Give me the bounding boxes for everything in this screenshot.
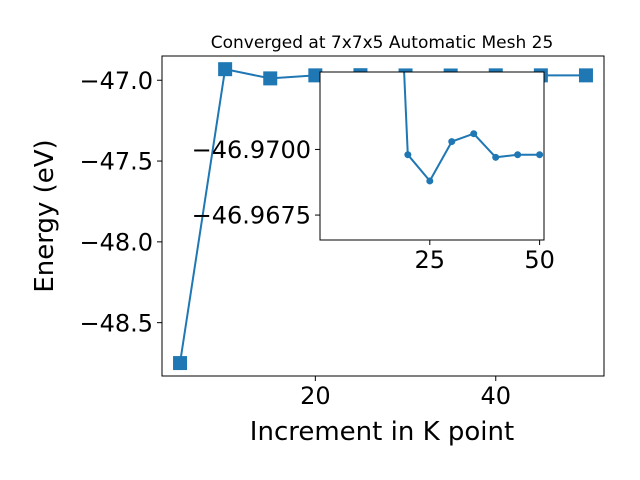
main-x-ticks: 20 40 xyxy=(300,376,511,410)
chart-title: Converged at 7x7x5 Automatic Mesh 25 xyxy=(211,33,554,53)
main-y-ticks: −47.0 −47.5 −48.0 −48.5 xyxy=(79,67,162,337)
main-data-point xyxy=(308,68,323,83)
main-y-tick-label: −48.0 xyxy=(79,228,153,256)
x-axis-label: Increment in K point xyxy=(250,417,514,447)
inset-y-tick-label: −46.9675 xyxy=(192,202,311,230)
inset-x-tick-label: 25 xyxy=(415,246,446,274)
main-x-tick-label: 20 xyxy=(300,382,331,410)
main-plot-frame xyxy=(161,55,605,377)
inset-data-point xyxy=(492,153,500,161)
main-y-tick-label: −48.5 xyxy=(79,309,153,337)
inset-data-point xyxy=(470,130,478,138)
inset-series-markers xyxy=(404,130,544,185)
inset-data-point xyxy=(448,138,456,146)
inset-y-tick-label: −46.9700 xyxy=(192,136,311,164)
y-axis-label: Energy (eV) xyxy=(30,139,60,292)
main-y-tick-label: −47.5 xyxy=(79,148,153,176)
main-y-tick-label: −47.0 xyxy=(79,67,153,95)
inset-data-point xyxy=(514,151,522,159)
main-data-point xyxy=(218,62,233,77)
inset-data-point xyxy=(426,177,434,185)
inset-x-tick-label: 50 xyxy=(524,246,555,274)
inset-series-line xyxy=(403,72,540,183)
inset-y-ticks: −46.9700 −46.9675 xyxy=(192,136,320,230)
main-data-point xyxy=(173,356,188,371)
main-x-tick-label: 40 xyxy=(480,382,511,410)
main-data-point xyxy=(578,68,593,83)
inset-plot-frame xyxy=(319,71,545,241)
main-data-point xyxy=(263,71,278,86)
inset-data-point xyxy=(404,151,412,159)
inset-axes: −46.9700 −46.9675 25 50 xyxy=(192,71,555,274)
inset-x-ticks: 25 50 xyxy=(415,240,555,274)
inset-data-point xyxy=(536,151,544,159)
